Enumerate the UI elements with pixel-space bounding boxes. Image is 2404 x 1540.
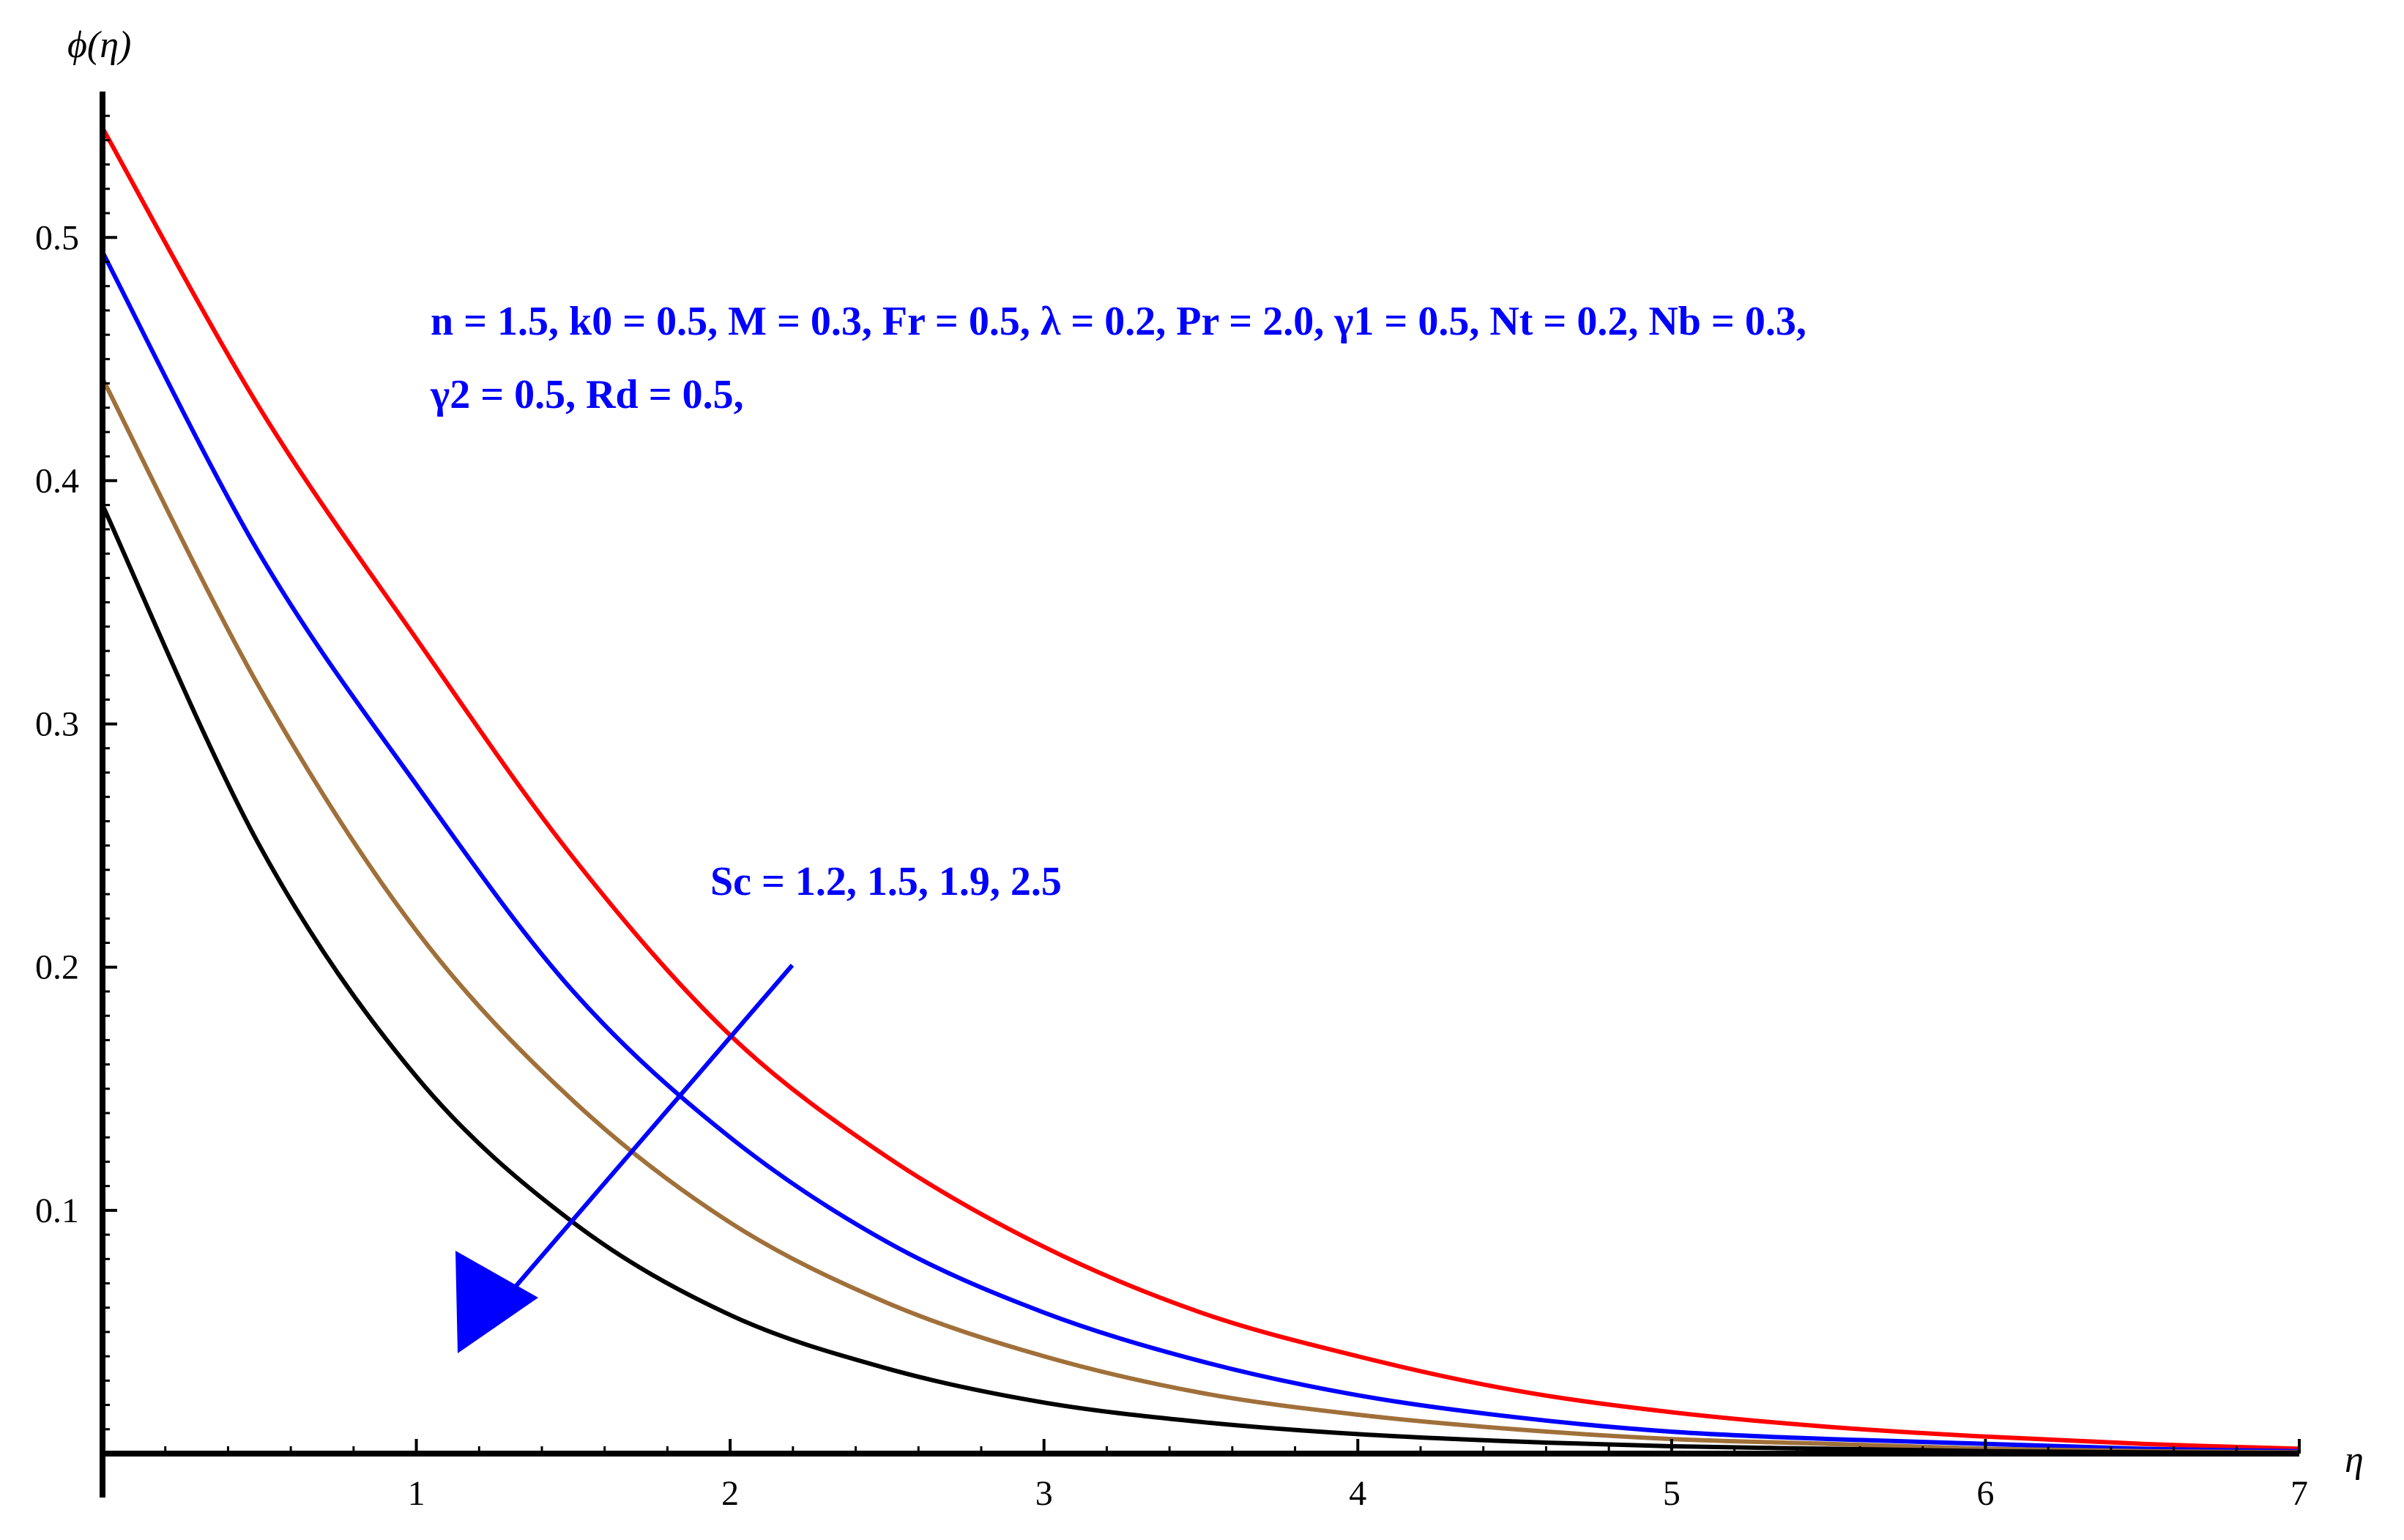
parameters-line-1: n = 1.5, k0 = 0.5, M = 0.3, Fr = 0.5, λ … bbox=[431, 299, 1806, 344]
x-tick-label: 5 bbox=[1663, 1474, 1681, 1513]
sc-arrowhead bbox=[455, 1251, 538, 1353]
y-tick-label: 0.2 bbox=[35, 948, 79, 987]
x-tick-label: 1 bbox=[408, 1474, 425, 1513]
x-tick-label: 4 bbox=[1349, 1474, 1366, 1513]
series-line-4 bbox=[100, 504, 2300, 1456]
x-tick-label: 7 bbox=[2291, 1474, 2308, 1513]
y-tick-label: 0.1 bbox=[35, 1191, 79, 1230]
y-axis-label: ϕ(η) bbox=[67, 24, 131, 66]
sc-annotation: Sc = 1.2, 1.5, 1.9, 2.5 bbox=[710, 859, 1062, 904]
x-tick-label: 3 bbox=[1035, 1474, 1053, 1513]
x-tick-label: 2 bbox=[721, 1474, 739, 1513]
series-line-1 bbox=[100, 127, 2300, 1451]
y-tick-label: 0.5 bbox=[35, 218, 79, 257]
series-line-3 bbox=[100, 377, 2300, 1455]
ticks-layer: 1 2 3 4 5 6 7 0.1 0.2 0.3 0.4 0.5 bbox=[35, 114, 2308, 1513]
y-tick-label: 0.3 bbox=[35, 705, 79, 744]
y-tick-label: 0.4 bbox=[35, 461, 79, 500]
x-tick-label: 6 bbox=[1976, 1474, 1994, 1513]
series-layer bbox=[100, 127, 2300, 1456]
axes-layer bbox=[100, 92, 2299, 1498]
series-line-2 bbox=[100, 250, 2300, 1454]
parameters-line-2: γ2 = 0.5, Rd = 0.5, bbox=[430, 372, 744, 417]
sc-arrow bbox=[481, 964, 794, 1325]
x-axis-label: η bbox=[2345, 1439, 2364, 1481]
